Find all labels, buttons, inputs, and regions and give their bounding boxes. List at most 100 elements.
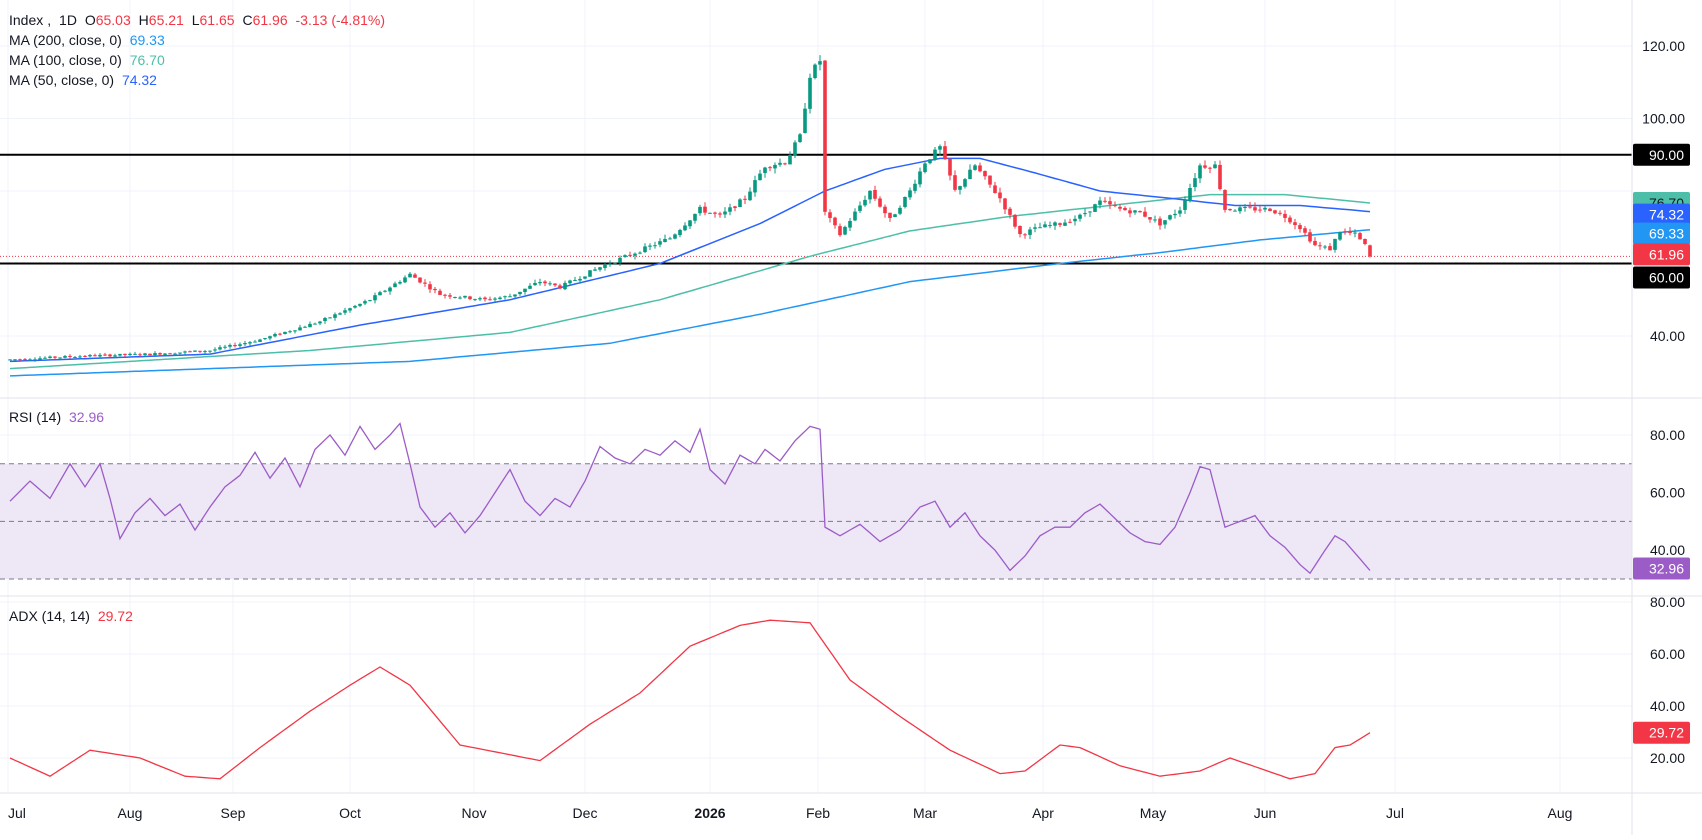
candle-up [1063,222,1067,226]
candle-up [653,245,657,247]
candle-down [1328,246,1332,251]
rsi-label: RSI (14) [9,409,62,425]
open-label: O [84,12,96,28]
candle-up [508,296,512,298]
symbol-ohlc-row[interactable]: Index, 1D O65.03 H65.21 L61.65 C61.96 -3… [9,12,385,28]
candle-up [303,326,307,328]
candle-up [328,317,332,319]
candle-down [883,206,887,214]
candle-up [8,359,12,361]
rsi-tick-label: 80.00 [1650,427,1685,443]
candle-up [498,297,502,300]
rsi-band [0,463,1632,580]
candle-up [373,295,377,301]
candle-down [873,189,877,199]
candle-up [28,359,32,361]
time-axis[interactable]: Jul Aug Sep Oct Nov Dec 2026 Feb Mar Apr May Jun Jul… [8,805,1572,821]
rsi-tick-label: 40.00 [1650,542,1685,558]
candle-down [1118,206,1122,209]
candle-up [338,313,342,315]
candle-up [503,296,507,298]
candle-up [478,298,482,300]
rsi-tick-label: 60.00 [1650,485,1685,501]
price-tick-label: 120.00 [1642,38,1685,54]
candle-up [738,199,742,207]
candle-up [858,205,862,211]
candle-up [898,207,902,214]
candle-up [633,253,637,256]
rsi-legend[interactable]: RSI (14) 32.96 [9,407,108,427]
candle-up [668,238,672,240]
ma50-line [9,157,1371,363]
candle-up [853,211,857,221]
low-value: 61.65 [199,12,235,28]
candle-up [268,336,272,339]
candle-up [173,353,177,355]
candle-up [613,262,617,264]
level-badge-60-bg [1633,266,1690,289]
price-axis[interactable]: 120.00 100.00 40.00 80.00 60.00 40.00 80.00 60.… [1633,38,1690,766]
symbol-name[interactable]: Index [9,12,44,28]
candle-up [648,245,652,247]
candle-up [793,142,797,156]
candle-up [283,331,287,335]
ma50-legend[interactable]: MA (50, close, 0) 74.32 [9,70,389,90]
ohlc-open: O65.03 [85,12,131,28]
level-badge-60: 60.00 [1633,266,1690,289]
candle-up [43,357,47,359]
adx-legend[interactable]: ADX (14, 14) 29.72 [9,606,137,626]
candle-up [918,171,922,185]
candle-up [1133,210,1137,213]
candle-down [18,359,22,361]
candle-up [593,269,597,271]
candle-down [1318,245,1322,247]
close-value: 61.96 [252,12,288,28]
candle-down [1268,208,1272,212]
candle-down [198,350,202,352]
candle-up [1238,207,1242,212]
ma100-legend[interactable]: MA (100, close, 0) 76.70 [9,50,389,70]
candle-down [148,353,152,356]
candle-down [103,354,107,356]
close-label: C [242,12,253,28]
candle-down [828,212,832,218]
candle-up [728,207,732,212]
candle-up [88,355,92,357]
time-tick-label: Sep [221,805,246,821]
candle-down [1358,233,1362,240]
candle-down [68,355,72,357]
candle-down [718,213,722,215]
candle-up [748,191,752,201]
price-tick-label: 100.00 [1642,111,1685,127]
candle-down [233,345,237,347]
candle-up [528,285,532,289]
candle-up [458,297,462,299]
price-tick-label: 40.00 [1650,328,1685,344]
candle-down [278,333,282,335]
candle-up [13,359,17,361]
candle-down [1158,218,1162,226]
symbol-interval[interactable]: 1D [59,12,77,28]
adx-value: 29.72 [97,608,133,624]
candle-up [113,355,117,357]
candle-up [848,220,852,228]
ma200-legend[interactable]: MA (200, close, 0) 69.33 [9,30,389,50]
candle-down [1223,190,1227,210]
candle-down [1203,165,1207,168]
horizontal-levels[interactable] [0,153,1632,265]
main-legend: Index, 1D O65.03 H65.21 L61.65 C61.96 -3… [9,10,389,90]
candle-down [1143,211,1147,217]
candle-down [1018,226,1022,235]
candle-up [398,281,402,284]
candle-down [943,146,947,160]
time-tick-label: Dec [573,805,598,821]
candle-up [548,283,552,285]
candle-up [208,350,212,352]
candle-up [708,212,712,214]
adx-tick-label: 80.00 [1650,594,1685,610]
candle-up [1353,232,1357,234]
candle-up [128,353,132,355]
